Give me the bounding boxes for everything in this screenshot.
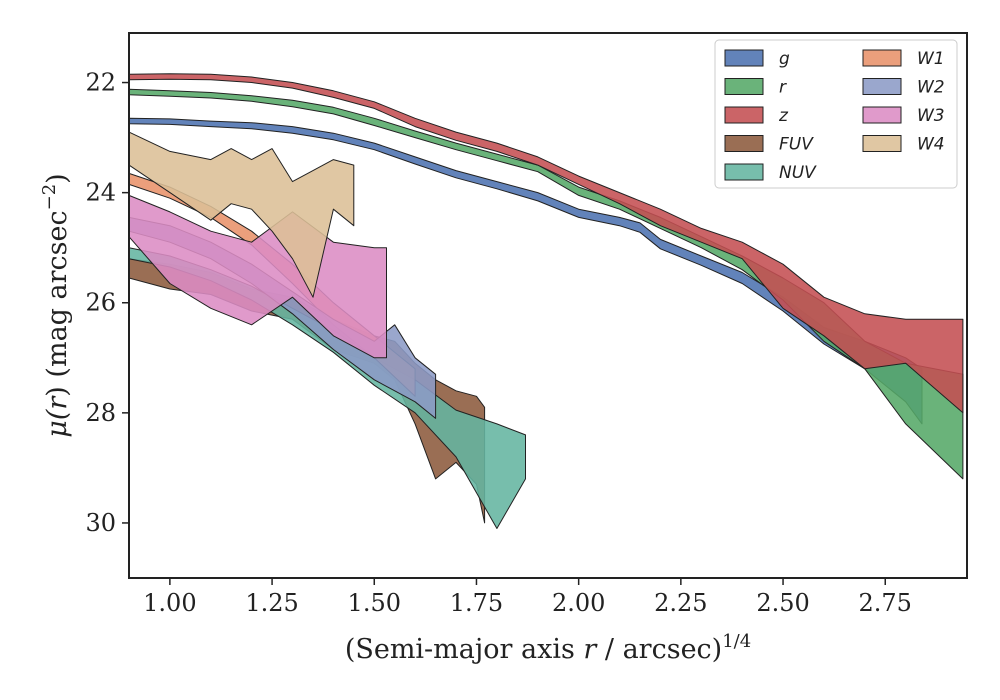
legend-swatch-w1 [862,49,902,67]
legend-label-r: r [779,78,787,98]
legend-label-w2: W2 [917,78,945,98]
y-tick-label: 22 [85,69,116,97]
legend-label-w4: W4 [917,135,945,155]
y-axis-label: μ(r) (mag arcsec−2) [39,173,73,437]
legend-label-w3: W3 [917,106,945,126]
legend-label-g: g [779,49,790,69]
x-axis-label: (Semi-major axis r / arcsec)1/4 [345,631,751,665]
legend: grz FUV NUV W1 W2 W3 W4 [714,39,958,189]
legend-swatch-r [724,78,764,95]
legend-label-z: z [778,106,789,126]
x-tick-label: 1.25 [245,589,298,617]
y-tick-label: 26 [85,289,116,317]
y-tick-label: 28 [85,399,116,427]
y-axis-ticks: 22 24 26 28 30 [85,69,129,537]
x-tick-label: 1.00 [143,589,196,617]
x-tick-label: 1.50 [348,589,401,617]
legend-label-nuv: NUV [779,163,817,183]
x-tick-label: 2.75 [859,589,912,617]
legend-swatch-z [724,106,764,124]
legend-swatch-w2 [862,78,902,95]
legend-swatch-fuv [724,135,764,152]
band-r [128,88,964,480]
x-tick-label: 1.75 [450,589,503,617]
y-tick-label: 24 [85,179,116,207]
legend-swatch-nuv [724,163,764,181]
y-tick-label: 30 [85,509,116,537]
series-bands [128,73,964,529]
x-tick-label: 2.25 [654,589,707,617]
band-w4 [128,131,355,298]
band-z [128,73,964,414]
legend-swatch-w3 [862,106,902,124]
x-tick-label: 2.50 [756,589,809,617]
legend-label-fuv: FUV [779,135,814,155]
x-tick-label: 2.00 [552,589,605,617]
plot-frame [128,32,968,579]
legend-label-w1: W1 [917,49,945,69]
legend-swatch-g [724,49,764,67]
x-axis-ticks: 1.00 1.25 1.50 1.75 2.00 2.25 2.50 2.75 [143,578,912,617]
legend-swatch-w4 [862,135,902,152]
